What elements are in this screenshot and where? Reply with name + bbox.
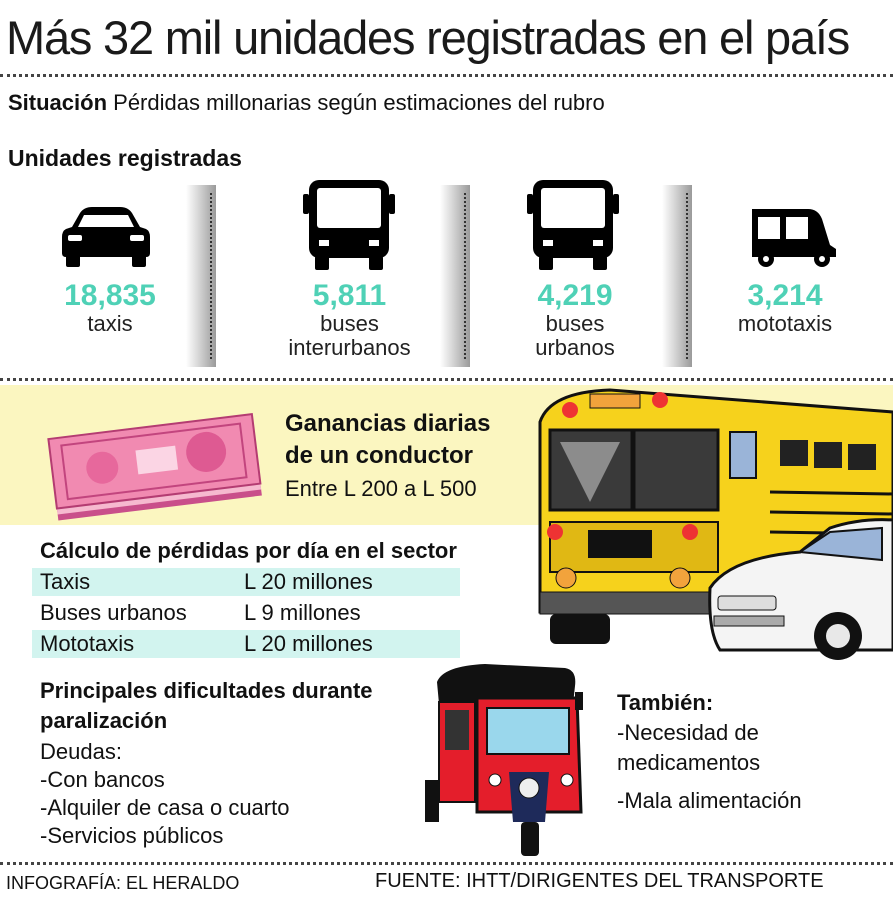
list-item: -Alquiler de casa o cuarto [40,795,290,820]
also-list: -Necesidad de medicamentos -Mala aliment… [617,718,847,816]
unit-buses-urbanos: 4,219 buses urbanos [505,280,645,360]
unit-buses-interurbanos: 5,811 buses interurbanos [262,280,437,360]
list-item: -Necesidad de medicamentos [617,720,761,775]
loss-row: Mototaxis L 20 millones [32,630,460,658]
title-divider [0,74,893,77]
difficulties-title: Principales dificultades durante paraliz… [40,678,373,733]
bus-icon [527,180,619,270]
units-heading: Unidades registradas [8,145,242,171]
list-item: -Mala alimentación [617,788,802,813]
car-icon [62,207,150,267]
unit-label: buses urbanos [535,311,615,360]
column-divider [186,185,216,367]
debts-intro: Deudas: [40,739,122,764]
column-divider [440,185,470,367]
footer-source: FUENTE: IHTT/DIRIGENTES DEL TRANSPORTE [375,870,824,892]
loss-row-name: Taxis [40,569,91,594]
list-item: -Con bancos [40,767,165,792]
footer-divider [0,862,893,865]
mototaxi-illustration [425,664,583,856]
bus-icon [303,180,395,270]
losses-title: Cálculo de pérdidas por día en el sector [40,538,457,563]
section-divider [0,378,893,381]
earnings-title: Ganancias diarias de un conductor [285,410,491,469]
unit-value: 18,835 [64,279,156,312]
unit-label: mototaxis [737,311,833,336]
loss-row-value: L 20 millones [244,569,373,594]
subtitle-text: Pérdidas millonarias según estimaciones … [113,90,605,115]
subtitle-label: Situación [8,90,108,115]
bus-and-car-illustration [538,388,893,660]
unit-label: buses interurbanos [288,311,411,360]
subtitle: Situación Pérdidas millonarias según est… [8,90,605,116]
loss-row-value: L 20 millones [244,631,373,656]
loss-row: Buses urbanos L 9 millones [32,599,460,627]
unit-mototaxis: 3,214 mototaxis [720,280,850,336]
unit-taxis: 18,835 taxis [40,280,180,336]
loss-row: Taxis L 20 millones [32,568,460,596]
loss-row-name: Buses urbanos [40,600,187,625]
loss-row-value: L 9 millones [244,600,361,625]
unit-value: 5,811 [312,279,387,312]
earnings-value: Entre L 200 a L 500 [285,476,477,501]
debts-list: Deudas: -Con bancos -Alquiler de casa o … [40,738,289,850]
column-divider [662,185,692,367]
page-title: Más 32 mil unidades registradas en el pa… [6,11,850,64]
loss-row-name: Mototaxis [40,631,135,656]
unit-label: taxis [87,311,133,336]
unit-value: 4,219 [537,279,613,312]
also-title: También: [617,690,714,715]
footer-credit: INFOGRAFÍA: EL HERALDO [6,873,240,893]
banknotes-icon [47,412,262,521]
list-item: -Servicios públicos [40,823,224,848]
unit-value: 3,214 [747,279,823,312]
mototaxi-icon [752,209,836,267]
